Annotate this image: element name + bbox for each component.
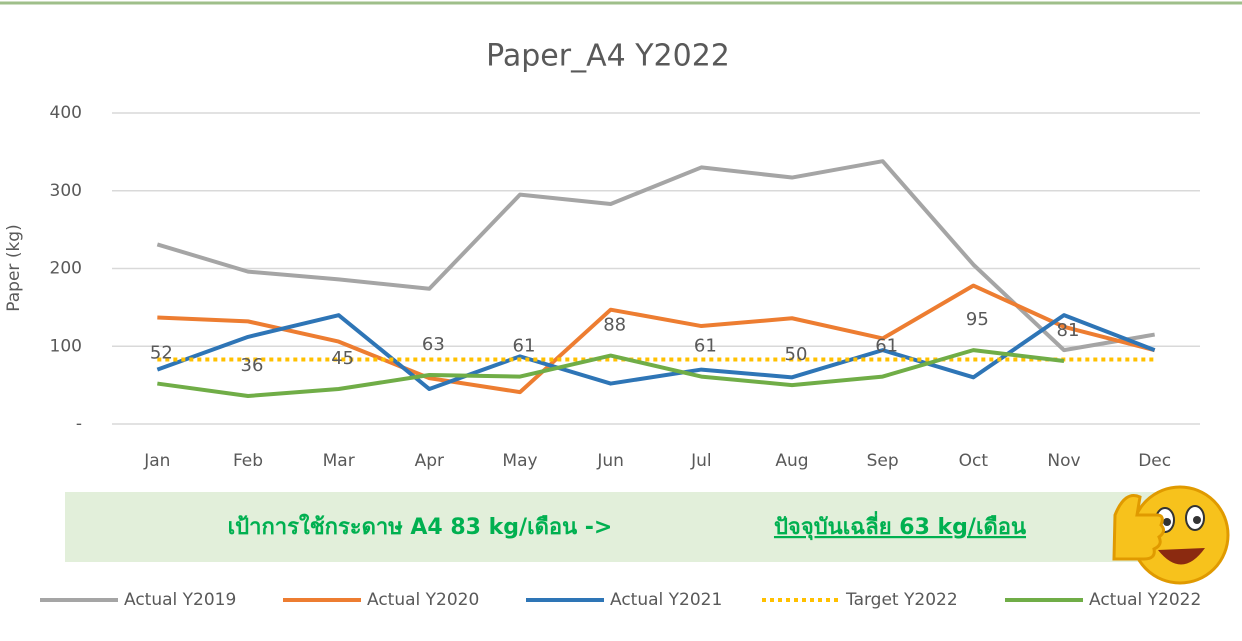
y-tick-label: 400 <box>50 103 82 123</box>
y-tick-label: 200 <box>50 259 82 279</box>
emoji <box>1112 485 1230 585</box>
legend-label: Target Y2022 <box>845 590 958 610</box>
x-tick-label: Jul <box>690 451 712 471</box>
legend-label: Actual Y2020 <box>367 590 479 610</box>
y-tick-label: - <box>76 414 82 434</box>
data-label: 45 <box>331 348 354 369</box>
legend-label: Actual Y2021 <box>610 590 722 610</box>
x-tick-label: Feb <box>233 451 263 471</box>
data-label: 63 <box>422 334 445 355</box>
x-tick-label: Aug <box>775 451 808 471</box>
y-axis-label: Paper (kg) <box>4 224 24 311</box>
x-tick-label: Jun <box>596 451 624 471</box>
data-label: 81 <box>1057 320 1080 341</box>
x-tick-label: Nov <box>1047 451 1080 471</box>
data-label: 50 <box>785 344 808 365</box>
banner-text: ปัจจุบันเฉลี่ย 63 kg/เดือน <box>774 510 1026 541</box>
x-tick-label: Jan <box>143 451 170 471</box>
x-tick-label: Apr <box>415 451 444 471</box>
x-tick-label: May <box>502 451 537 471</box>
series-line <box>157 283 1156 395</box>
data-label: 61 <box>694 336 717 357</box>
data-label: 88 <box>603 315 626 336</box>
data-label: 61 <box>875 336 898 357</box>
data-label: 36 <box>241 355 264 376</box>
data-label: 61 <box>513 336 536 357</box>
x-tick-label: Mar <box>323 451 355 471</box>
y-tick-label: 100 <box>50 336 82 356</box>
x-tick-label: Dec <box>1138 451 1171 471</box>
banner <box>65 492 1205 562</box>
series-line <box>157 348 1065 399</box>
x-tick-label: Oct <box>959 451 989 471</box>
legend-label: Actual Y2022 <box>1089 590 1201 610</box>
legend-label: Actual Y2019 <box>124 590 236 610</box>
x-tick-label: Sep <box>867 451 899 471</box>
banner-text: เป้าการใช้กระดาษ A4 83 kg/เดือน -> <box>228 513 613 540</box>
series-line <box>156 159 1156 353</box>
series-line <box>156 313 1156 392</box>
y-tick-label: 300 <box>50 181 82 201</box>
data-label: 52 <box>150 343 173 364</box>
data-label: 95 <box>966 309 989 330</box>
chart-title: Paper_A4 Y2022 <box>486 39 730 74</box>
